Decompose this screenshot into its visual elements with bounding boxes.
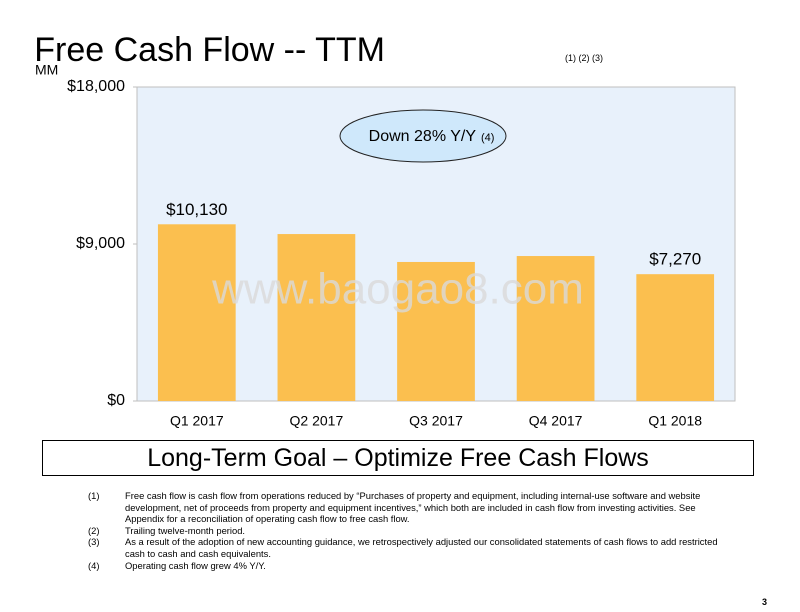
title-note: (1) (2) (3) [565, 53, 603, 63]
footnote-text: Operating cash flow grew 4% Y/Y. [125, 559, 266, 571]
annotation-bubble [339, 109, 507, 163]
bar [516, 256, 595, 401]
footnote-number: (4) [88, 559, 100, 571]
y-tick-label: $18,000 [67, 78, 125, 95]
page-number: 3 [762, 597, 768, 607]
footnote-number: (2) [88, 524, 100, 536]
y-tick-label: $9,000 [76, 235, 125, 252]
footnote: (3) As a result of the adoption of new ac… [88, 536, 728, 559]
footnote-text: As a result of the adoption of new accou… [125, 536, 718, 559]
bar [636, 274, 715, 401]
footnote-text: Free cash flow is cash flow from operati… [125, 490, 701, 525]
footnote: (2) Trailing twelve-month period. [88, 525, 728, 537]
annotation: Down 28% Y/Y [369, 128, 477, 145]
annotation-note: (4) [481, 132, 494, 144]
footnotes: (1) Free cash flow is cash flow from oper… [88, 490, 728, 571]
y-tick-label: $0 [107, 392, 125, 409]
x-tick-label: Q2 2017 [290, 413, 344, 429]
y-axis-label: MM [35, 62, 58, 78]
x-tick-label: Q1 2017 [170, 413, 224, 429]
bar [397, 261, 475, 401]
value-label: $10,130 [166, 200, 227, 219]
footnote-text: Trailing twelve-month period. [125, 524, 246, 536]
chart-title: Free Cash Flow -- TTM [34, 31, 385, 69]
footnote: (4) Operating cash flow grew 4% Y/Y. [88, 560, 728, 572]
x-tick-label: Q1 2018 [648, 413, 702, 429]
chart: Free Cash Flow -- TTM (1) (2) (3) MM www… [34, 31, 736, 429]
x-tick-label: Q3 2017 [409, 413, 463, 429]
bar [277, 234, 356, 401]
watermark: www.baogao8.com [211, 265, 584, 314]
footnote-number: (1) [88, 490, 100, 501]
footnote: (1) Free cash flow is cash flow from oper… [88, 490, 728, 525]
footnote-number: (3) [88, 536, 100, 548]
value-label: $7,270 [649, 250, 701, 269]
banner: Long-Term Goal – Optimize Free Cash Flow… [42, 440, 754, 476]
x-tick-label: Q4 2017 [529, 413, 583, 429]
bar [157, 224, 236, 401]
